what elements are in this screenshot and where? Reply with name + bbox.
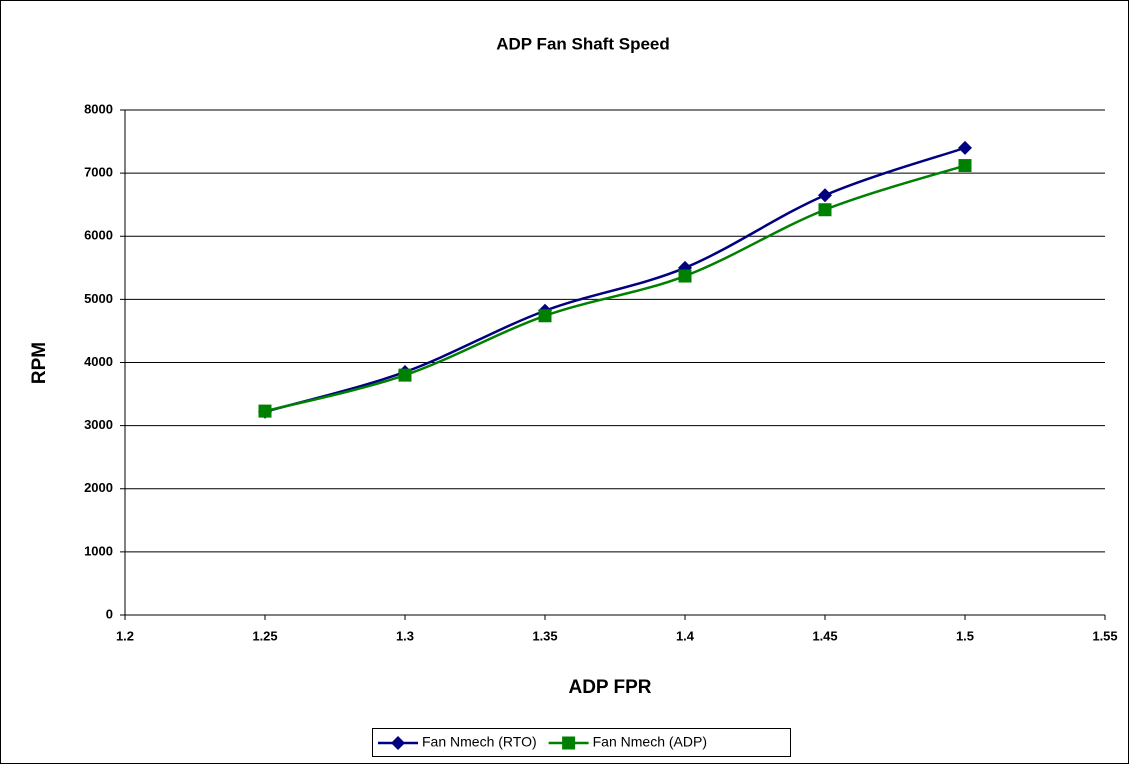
legend-label: Fan Nmech (ADP) <box>593 734 707 750</box>
x-axis-title: ADP FPR <box>568 677 651 698</box>
marker <box>818 188 832 203</box>
x-tick-label: 1.2 <box>116 628 134 643</box>
marker <box>538 309 552 323</box>
y-tick-label: 3000 <box>84 417 113 432</box>
marker <box>258 404 272 418</box>
x-tick-label: 1.35 <box>532 628 557 643</box>
y-tick-label: 5000 <box>84 291 113 306</box>
y-axis-title: RPM <box>29 342 50 384</box>
y-tick-label: 8000 <box>84 101 113 116</box>
x-tick-label: 1.55 <box>1092 628 1117 643</box>
chart-title: ADP Fan Shaft Speed <box>496 34 670 53</box>
series-line <box>264 146 966 413</box>
y-tick-label: 2000 <box>84 480 113 495</box>
y-tick-label: 1000 <box>84 543 113 558</box>
y-tick-label: 0 <box>106 606 113 621</box>
legend-marker <box>391 736 405 750</box>
y-tick-label: 7000 <box>84 165 113 180</box>
marker <box>958 140 972 155</box>
marker <box>958 159 972 173</box>
marker <box>818 203 832 217</box>
legend-marker <box>562 736 576 750</box>
legend-label: Fan Nmech (RTO) <box>422 734 537 750</box>
marker <box>678 269 692 283</box>
x-tick-label: 1.25 <box>252 628 277 643</box>
x-tick-label: 1.4 <box>676 628 695 643</box>
x-tick-label: 1.45 <box>812 628 837 643</box>
y-tick-label: 4000 <box>84 354 113 369</box>
y-tick-label: 6000 <box>84 228 113 243</box>
marker <box>398 368 412 382</box>
x-tick-label: 1.3 <box>396 628 414 643</box>
series-line <box>264 164 966 413</box>
x-tick-label: 1.5 <box>956 628 974 643</box>
